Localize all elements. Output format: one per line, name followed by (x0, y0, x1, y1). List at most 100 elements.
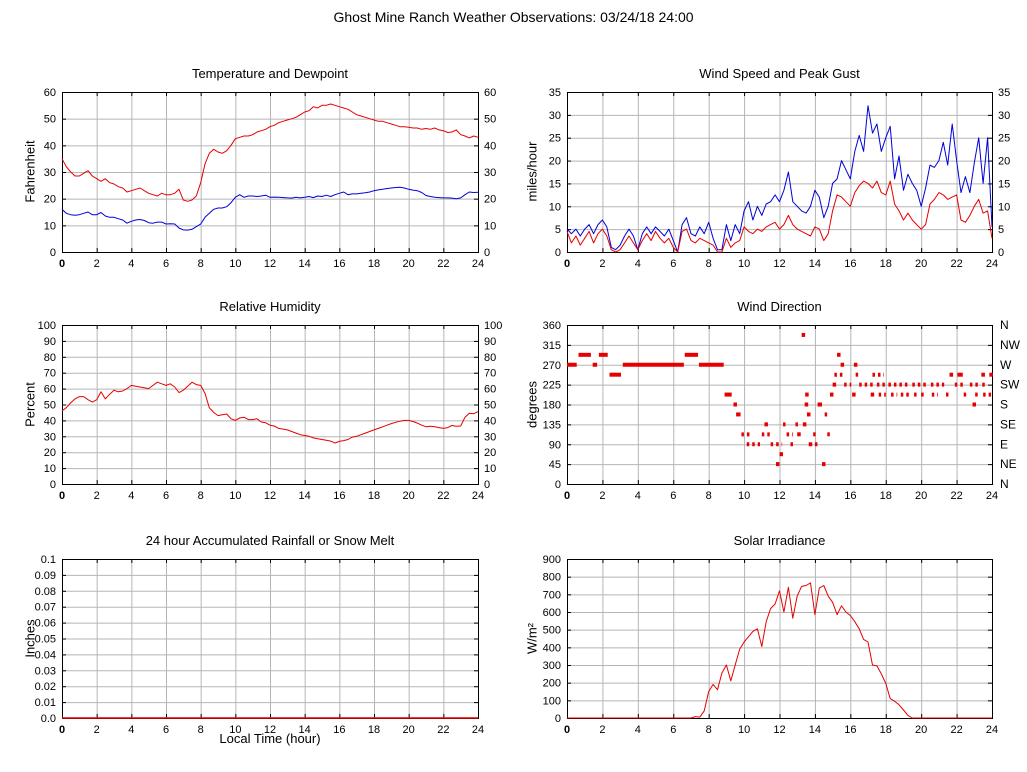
x-tick-label: 0 (564, 490, 570, 502)
y-tick-label: 500 (543, 625, 561, 637)
y-tick-label: 15 (549, 178, 561, 190)
x-tick-label: 22 (437, 490, 449, 502)
y-tick-label: 20 (44, 194, 56, 206)
compass-label: NE (1000, 457, 1017, 471)
grid (567, 325, 993, 485)
y-tick-label: 40 (44, 415, 56, 427)
y-tick-label: 100 (484, 320, 502, 332)
page-title: Ghost Mine Ranch Weather Observations: 0… (333, 9, 694, 25)
x-tick-label: 14 (809, 258, 821, 270)
y-tick-label: 0 (998, 247, 1004, 259)
x-tick-label: 14 (809, 490, 821, 502)
compass-label: SW (1000, 378, 1020, 392)
y-tick-label: 315 (543, 340, 561, 352)
x-tick-label: 10 (229, 490, 241, 502)
chart-solar-irradiance: 0 2 4 6 8 10 12 14 16 18 20 22 240100200300400500600… (543, 554, 998, 736)
x-tick-label: 0 (59, 490, 65, 502)
y-tick-label: 40 (44, 140, 56, 152)
x-tick-label: 8 (198, 490, 204, 502)
x-tick-label: 8 (706, 724, 712, 736)
x-tick-label: 16 (333, 724, 345, 736)
series-solar-line (567, 582, 992, 719)
y-tick-label: 40 (484, 140, 496, 152)
y-tick-label: 0.04 (35, 649, 56, 661)
y-tick-label: 900 (543, 554, 561, 566)
x-tick-label: 12 (264, 724, 276, 736)
grid (567, 559, 993, 719)
y-tick-label: 20 (44, 447, 56, 459)
tick-marks (62, 92, 479, 253)
y-tick-label: 10 (484, 220, 496, 232)
y-tick-label: 5 (555, 224, 561, 236)
chart-rainfall: 0 2 4 6 8 10 12 14 16 18 20 22 240.00.010.020.030.04… (35, 554, 485, 736)
x-tick-label: 20 (403, 258, 415, 270)
y-tick-label: 0 (555, 479, 561, 491)
y-tick-label: 10 (44, 220, 56, 232)
y-tick-label: 0.01 (35, 697, 56, 709)
x-tick-label: 8 (706, 490, 712, 502)
tick-marks (62, 559, 479, 719)
y-tick-label: 70 (484, 368, 496, 380)
y-tick-label: 0.03 (35, 665, 56, 677)
y-tick-label: 0.0 (41, 713, 56, 725)
x-tick-label: 2 (599, 258, 605, 270)
x-tick-label: 24 (472, 258, 484, 270)
y-tick-label: 20 (484, 447, 496, 459)
x-tick-label: 18 (368, 490, 380, 502)
compass-label: NW (1000, 338, 1021, 352)
x-tick-label: 10 (738, 490, 750, 502)
x-tick-label: 22 (950, 490, 962, 502)
y-tick-label: 200 (543, 678, 561, 690)
y-tick-label: 0 (555, 247, 561, 259)
x-tick-label: 14 (299, 490, 311, 502)
x-tick-label: 0 (59, 258, 65, 270)
x-tick-label: 6 (163, 258, 169, 270)
x-tick-label: 6 (163, 490, 169, 502)
x-tick-label: 10 (738, 724, 750, 736)
x-tick-label: 8 (198, 724, 204, 736)
y-tick-label: 30 (44, 167, 56, 179)
y-tick-label: 10 (549, 201, 561, 213)
y-tick-label: 20 (549, 156, 561, 168)
compass-label: SE (1000, 417, 1016, 431)
tick-marks (62, 325, 479, 485)
x-tick-label: 12 (264, 490, 276, 502)
y-tick-label: 0 (484, 247, 490, 259)
y-tick-label: 0 (484, 479, 490, 491)
y-tick-label: 100 (38, 320, 56, 332)
y-tick-label: 5 (998, 224, 1004, 236)
y-tick-label: 45 (549, 459, 561, 471)
x-tick-label: 4 (128, 490, 134, 502)
y-tick-label: 35 (998, 87, 1010, 99)
y-tick-label: 40 (484, 415, 496, 427)
chart-title-rainfall: 24 hour Accumulated Rainfall or Snow Mel… (145, 533, 395, 548)
y-tick-label: 0.07 (35, 602, 56, 614)
x-tick-label: 22 (437, 724, 449, 736)
y-tick-label: 50 (484, 114, 496, 126)
series-humidity-line (61, 381, 479, 444)
grid (62, 92, 479, 253)
x-tick-label: 4 (635, 490, 641, 502)
y-tick-label: 400 (543, 642, 561, 654)
y-tick-label: 300 (543, 660, 561, 672)
x-tick-label: 22 (950, 724, 962, 736)
x-tick-label: 24 (986, 490, 998, 502)
x-tick-label: 0 (59, 724, 65, 736)
y-tick-label: 90 (484, 336, 496, 348)
tick-marks (567, 559, 993, 719)
x-tick-label: 10 (229, 258, 241, 270)
x-tick-label: 4 (128, 258, 134, 270)
x-tick-label: 16 (333, 258, 345, 270)
y-tick-label: 50 (44, 114, 56, 126)
x-tick-label: 2 (94, 724, 100, 736)
y-tick-label: 60 (44, 87, 56, 99)
x-tick-label: 24 (472, 724, 484, 736)
x-tick-label: 16 (844, 490, 856, 502)
y-axis-label-inches: Inches (22, 619, 38, 658)
y-tick-label: 10 (44, 463, 56, 475)
x-tick-label: 8 (706, 258, 712, 270)
x-tick-label: 20 (403, 724, 415, 736)
